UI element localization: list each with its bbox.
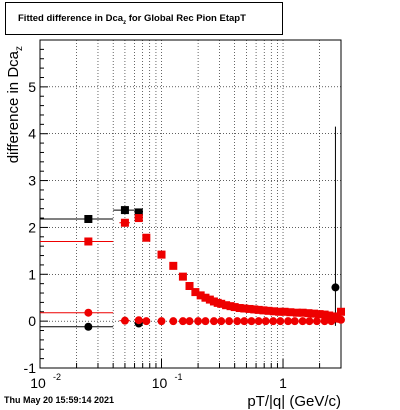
data-points: [40, 126, 345, 331]
y-tick-label: 0: [28, 313, 36, 329]
data-point-circle: [157, 317, 166, 326]
data-point-circle: [201, 317, 210, 326]
data-point-circle: [305, 317, 314, 326]
y-tick-label: 4: [28, 126, 36, 142]
data-point-circle: [169, 317, 178, 326]
data-point-circle: [331, 283, 340, 292]
data-point-square: [205, 295, 214, 304]
data-point-circle: [261, 317, 270, 326]
data-point-circle: [217, 317, 226, 326]
x-tick-exponent: -1: [175, 372, 183, 382]
data-point-square: [250, 305, 259, 314]
data-point-square: [269, 307, 278, 316]
data-point-square: [325, 311, 334, 320]
data-point-circle: [84, 322, 93, 331]
data-point-square: [134, 208, 143, 217]
data-point-square: [254, 305, 263, 314]
data-point-square: [245, 304, 254, 313]
data-point-circle: [298, 317, 307, 326]
data-point-square: [298, 308, 307, 317]
data-point-circle: [320, 317, 329, 326]
data-point-square: [264, 306, 273, 315]
data-point-circle: [120, 316, 129, 325]
x-axis-label: pT/|q| (GeV/c): [247, 393, 341, 410]
data-point-circle: [185, 317, 194, 326]
data-point-square: [240, 304, 249, 313]
data-point-circle: [247, 317, 256, 326]
data-point-square: [120, 218, 129, 227]
data-point-circle: [194, 317, 203, 326]
data-point-square: [310, 309, 319, 318]
x-tick-exponent: -2: [53, 372, 61, 382]
data-point-square: [280, 307, 289, 316]
data-point-square: [259, 306, 268, 315]
data-point-square: [169, 261, 178, 270]
y-tick-label: 5: [28, 79, 36, 95]
data-point-square: [275, 307, 284, 316]
y-tick-label: 1: [28, 266, 36, 282]
data-point-square: [222, 301, 231, 310]
data-point-circle: [142, 317, 151, 326]
data-point-square: [191, 288, 200, 297]
y-tick-label: 2: [28, 219, 36, 235]
data-point-square: [142, 233, 151, 242]
y-axis-label: difference in Dcaz: [5, 46, 25, 163]
data-point-square: [196, 291, 205, 300]
axes: [39, 39, 342, 369]
data-point-circle: [240, 317, 249, 326]
data-point-circle: [269, 317, 278, 326]
data-point-square: [157, 250, 166, 259]
data-point-square: [134, 214, 143, 223]
data-point-square: [226, 302, 235, 311]
data-point-square: [185, 282, 194, 290]
data-point-circle: [312, 317, 321, 326]
data-point-square: [178, 272, 187, 281]
data-point-square: [217, 299, 226, 308]
data-point-circle: [276, 317, 285, 326]
data-point-circle: [134, 316, 143, 325]
chart-title-box: Fitted difference in Dcaz for Global Rec…: [5, 2, 283, 35]
data-point-square: [230, 303, 239, 312]
data-point-square: [337, 307, 345, 316]
chart-title: Fitted difference in Dcaz for Global Rec…: [18, 13, 246, 26]
data-point-circle: [284, 317, 293, 326]
x-tick-label: 1: [279, 375, 287, 391]
data-point-square: [286, 308, 295, 317]
data-point-circle: [178, 317, 187, 326]
data-point-circle: [233, 317, 242, 326]
x-tick-label: 10: [30, 375, 46, 391]
data-point-square: [120, 206, 129, 215]
y-tick-label: -1: [24, 360, 37, 376]
data-point-circle: [337, 315, 345, 324]
y-tick-label: 3: [28, 173, 36, 189]
x-tick-label: 10: [152, 375, 168, 391]
data-point-square: [304, 309, 313, 318]
data-point-square: [84, 214, 93, 223]
data-point-circle: [84, 308, 93, 317]
data-point-square: [315, 310, 324, 319]
plot-frame: [39, 39, 342, 369]
data-point-square: [84, 237, 93, 246]
y-axis-label-sub: z: [14, 46, 25, 51]
data-point-circle: [225, 317, 234, 326]
data-point-circle: [254, 317, 263, 326]
data-point-square: [201, 293, 210, 302]
data-point-circle: [209, 317, 218, 326]
timestamp: Thu May 20 15:59:14 2021: [4, 395, 115, 405]
data-point-square: [320, 310, 329, 319]
data-point-circle: [290, 317, 299, 326]
data-point-square: [292, 308, 301, 317]
data-point-square: [235, 304, 244, 313]
